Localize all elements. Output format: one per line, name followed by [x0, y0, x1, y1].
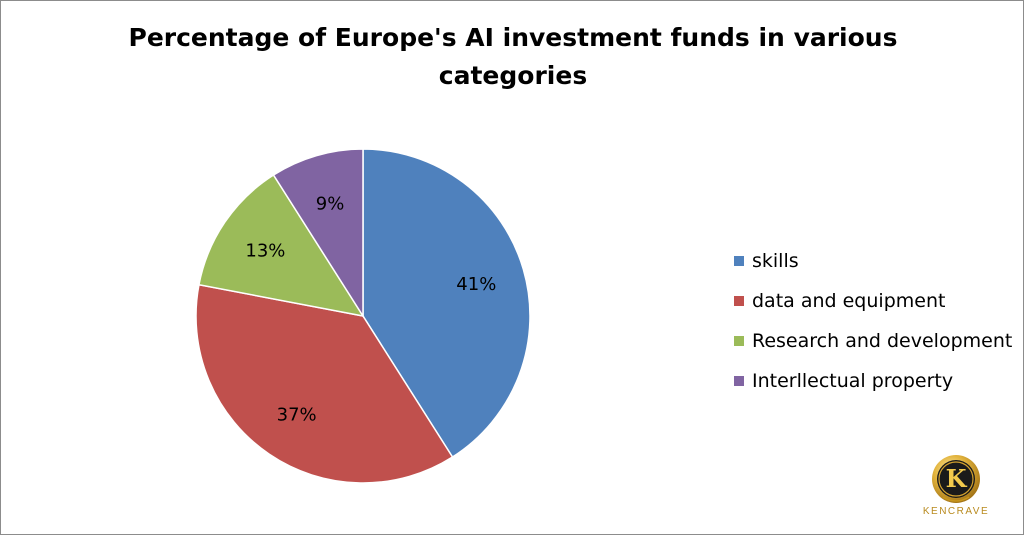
legend-label-3: Research and development [752, 330, 1013, 352]
legend-swatch-1 [734, 256, 744, 266]
chart-title-line-2: categories [438, 61, 588, 90]
chart-title-line-1: Percentage of Europe's AI investment fun… [128, 23, 898, 52]
legend-item-2: data and equipment [734, 281, 1012, 321]
kencrave-logo-icon: K [932, 455, 980, 503]
legend-label-1: skills [752, 250, 799, 272]
kencrave-logo-text: KENCRAVE [922, 506, 990, 517]
pie-data-label-2: 37% [277, 405, 317, 426]
pie-data-label-1: 41% [456, 274, 496, 295]
legend-item-4: Interllectual property [734, 361, 1012, 401]
legend-swatch-3 [734, 336, 744, 346]
pie-slices [195, 148, 531, 484]
legend-swatch-4 [734, 376, 744, 386]
chart-title: Percentage of Europe's AI investment fun… [113, 19, 913, 95]
pie-slice-1 [362, 148, 531, 459]
pie-data-label-4: 9% [316, 194, 345, 215]
chart-legend: skills data and equipment Research and dev… [734, 241, 1012, 401]
legend-item-3: Research and development [734, 321, 1012, 361]
pie-slice-2 [195, 283, 454, 484]
pie-data-labels: 41% 37% 13% 9% [245, 194, 496, 426]
legend-label-4: Interllectual property [752, 370, 954, 392]
legend-item-1: skills [734, 241, 1012, 281]
svg-text:K: K [946, 464, 968, 493]
pie-data-label-3: 13% [245, 241, 285, 262]
legend-label-2: data and equipment [752, 290, 946, 312]
pie-slice-4 [272, 148, 364, 319]
legend-swatch-2 [734, 296, 744, 306]
pie-slice-3 [198, 173, 365, 318]
